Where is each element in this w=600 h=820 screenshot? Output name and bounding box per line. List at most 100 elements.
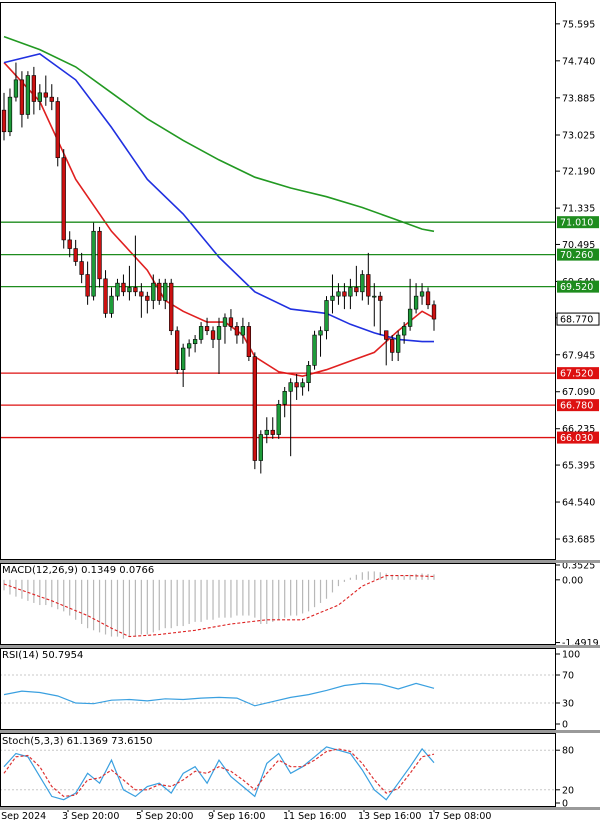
bullish-candle bbox=[288, 382, 293, 392]
bearish-candle bbox=[43, 92, 48, 98]
bearish-candle bbox=[79, 261, 84, 275]
stoch-main-line bbox=[3, 746, 435, 801]
macd-frame bbox=[0, 563, 556, 645]
bullish-candle bbox=[37, 92, 42, 102]
bearish-candle bbox=[425, 291, 431, 306]
bullish-candle bbox=[216, 326, 222, 340]
bullish-candle bbox=[127, 287, 132, 293]
y-tick-label: 63.685 bbox=[562, 535, 595, 546]
level-tag bbox=[557, 280, 599, 293]
stoch-pane: Stoch(5,3,3) 61.1369 73.6150 80 20 0 bbox=[0, 736, 574, 810]
bullish-candle bbox=[300, 382, 305, 388]
bearish-candle bbox=[1, 109, 7, 133]
bullish-candle bbox=[186, 343, 192, 349]
x-tick-label: 9 Sep 16:00 bbox=[208, 811, 265, 820]
bearish-candle bbox=[169, 282, 174, 332]
bullish-candle bbox=[25, 75, 31, 115]
bearish-candle bbox=[270, 429, 275, 435]
macd-label: MACD(12,26,9) 0.1349 0.0766 bbox=[2, 565, 154, 576]
bullish-candle bbox=[330, 295, 335, 301]
y-tick-label: 74.740 bbox=[562, 56, 595, 67]
level-label: 67.520 bbox=[560, 369, 593, 380]
rsi-tick-label: 100 bbox=[562, 650, 580, 661]
bullish-candle bbox=[258, 434, 263, 461]
bullish-candle bbox=[181, 347, 186, 370]
x-tick-label: 13 Sep 16:00 bbox=[358, 811, 421, 820]
moving-average-line-2 bbox=[3, 35, 435, 233]
bullish-candle bbox=[401, 326, 407, 336]
y-tick-label: 67.945 bbox=[562, 350, 595, 361]
bullish-candle bbox=[7, 96, 13, 133]
bearish-candle bbox=[157, 282, 162, 301]
bearish-candle bbox=[378, 295, 383, 301]
bullish-candle bbox=[407, 308, 413, 327]
bearish-candle bbox=[354, 287, 359, 293]
bullish-candle bbox=[318, 330, 323, 336]
level-label: 70.260 bbox=[560, 250, 593, 261]
bullish-candle bbox=[372, 295, 377, 298]
bullish-candle bbox=[306, 365, 311, 383]
moving-average-line-1 bbox=[3, 53, 434, 343]
bearish-candle bbox=[73, 248, 78, 262]
macd-tick-label: 0.00 bbox=[562, 575, 583, 586]
bullish-candle bbox=[360, 274, 365, 293]
y-tick-label: 64.540 bbox=[562, 498, 595, 509]
bullish-candle bbox=[115, 282, 120, 297]
level-label: 66.030 bbox=[560, 433, 593, 444]
current-price-label: 68.770 bbox=[560, 315, 593, 326]
bearish-candle bbox=[121, 282, 126, 293]
bullish-candle bbox=[413, 295, 419, 310]
bearish-candle bbox=[390, 339, 395, 353]
bullish-candle bbox=[264, 429, 269, 435]
bullish-candle bbox=[419, 291, 425, 297]
bearish-candle bbox=[175, 330, 180, 370]
bearish-candle bbox=[252, 356, 257, 461]
bearish-candle bbox=[366, 274, 371, 297]
bearish-candle bbox=[384, 330, 389, 340]
bearish-candle bbox=[145, 295, 150, 301]
bullish-candle bbox=[312, 334, 317, 366]
bearish-candle bbox=[49, 96, 54, 102]
level-tag bbox=[557, 216, 599, 229]
bullish-candle bbox=[240, 326, 246, 336]
y-tick-label: 75.595 bbox=[562, 19, 595, 30]
rsi-frame bbox=[0, 648, 556, 730]
bearish-candle bbox=[19, 79, 25, 115]
bullish-candle bbox=[336, 291, 341, 297]
level-tag bbox=[557, 399, 599, 412]
rsi-tick-label: 30 bbox=[562, 699, 574, 710]
macd-pane: MACD(12,26,9) 0.1349 0.0766 0.3525 0.00 -1… bbox=[2, 560, 599, 649]
bearish-candle bbox=[234, 326, 240, 336]
stoch-tick-label: 80 bbox=[562, 746, 574, 757]
bullish-candle bbox=[13, 79, 19, 98]
main-frame bbox=[0, 2, 556, 560]
rsi-tick-label: 0 bbox=[562, 720, 568, 731]
bullish-candle bbox=[222, 317, 228, 327]
bearish-candle bbox=[431, 304, 437, 320]
y-tick-label: 65.395 bbox=[562, 461, 595, 472]
stoch-tick-label: 0 bbox=[562, 799, 568, 810]
bullish-candle bbox=[109, 295, 114, 314]
level-label: 69.520 bbox=[560, 282, 593, 293]
bearish-candle bbox=[342, 291, 347, 297]
bearish-candle bbox=[228, 317, 234, 327]
macd-tick-label: -1.4919 bbox=[562, 638, 599, 649]
bearish-candle bbox=[67, 239, 72, 249]
y-tick-label: 66.235 bbox=[562, 424, 595, 435]
stoch-frame bbox=[0, 733, 556, 807]
bullish-candle bbox=[192, 339, 198, 345]
level-tag bbox=[557, 431, 599, 444]
bearish-candle bbox=[246, 326, 252, 357]
y-tick-label: 71.335 bbox=[562, 204, 595, 215]
y-tick-label: 72.190 bbox=[562, 167, 595, 178]
bearish-candle bbox=[139, 291, 144, 297]
current-price-tag bbox=[556, 312, 600, 326]
macd-signal-line bbox=[3, 575, 435, 638]
bearish-candle bbox=[204, 326, 210, 332]
bearish-candle bbox=[61, 157, 66, 241]
bearish-candle bbox=[85, 274, 90, 297]
y-tick-label: 70.495 bbox=[562, 240, 595, 251]
y-tick-label: 67.090 bbox=[562, 387, 595, 398]
y-tick-label: 73.885 bbox=[562, 93, 595, 104]
rsi-pane: RSI(14) 50.7954 100 70 30 0 bbox=[0, 650, 580, 731]
